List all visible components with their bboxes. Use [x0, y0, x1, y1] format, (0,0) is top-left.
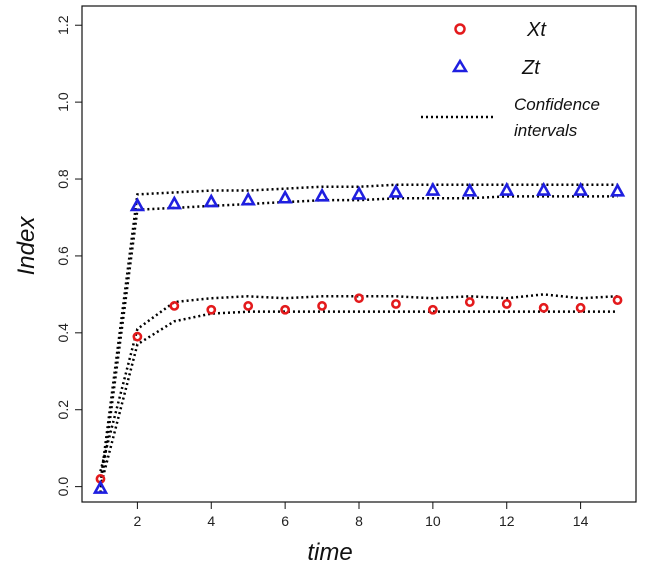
legend: Xt Zt Confidence intervals	[421, 19, 600, 140]
point-zt	[388, 183, 404, 198]
ci-zt-upper-line	[99, 183, 618, 483]
point-xt	[575, 302, 586, 313]
point-xt	[464, 297, 475, 307]
point-zt	[166, 195, 183, 210]
legend-ci-label-line1: Confidence	[514, 95, 600, 114]
point-xt	[206, 304, 217, 315]
x-tick-label: 10	[425, 513, 441, 529]
ci-zt-lower-line	[99, 195, 618, 493]
point-zt	[92, 479, 109, 494]
x-tick-label: 2	[134, 513, 142, 529]
point-zt	[314, 187, 330, 202]
point-xt	[538, 302, 549, 313]
y-tick-label: 0.6	[55, 246, 71, 266]
x-tick-label: 8	[355, 513, 363, 529]
point-zt	[425, 181, 441, 196]
point-zt	[572, 181, 589, 196]
point-zt	[609, 182, 626, 197]
point-xt	[243, 301, 254, 311]
y-tick-label: 0.0	[55, 477, 71, 497]
point-xt	[391, 299, 401, 309]
y-tick-label: 1.2	[55, 15, 71, 35]
point-xt	[612, 295, 623, 306]
ci-xt-lower-line	[99, 310, 618, 487]
y-tick-label: 0.2	[55, 400, 71, 420]
point-xt	[132, 331, 143, 342]
point-zt	[462, 182, 478, 197]
point-zt	[499, 181, 515, 196]
legend-ci-label-line2: intervals	[514, 121, 578, 140]
x-tick-label: 12	[499, 513, 515, 529]
point-xt	[280, 304, 291, 315]
marker-layer	[92, 181, 626, 494]
x-axis: 2 4 6 8 10 12 14	[134, 502, 589, 529]
legend-zt-marker	[451, 58, 469, 73]
point-xt	[169, 301, 180, 311]
ci-xt-upper-line	[99, 293, 618, 472]
y-tick-label: 0.4	[55, 323, 71, 343]
point-xt	[354, 293, 364, 304]
y-axis-title: Index	[13, 216, 40, 276]
point-xt	[501, 299, 512, 309]
point-xt	[427, 304, 438, 315]
x-tick-label: 4	[207, 513, 215, 529]
point-zt	[277, 189, 293, 204]
legend-xt-marker	[454, 23, 466, 35]
y-axis: 0.0 0.2 0.4 0.6 0.8 1.0 1.2	[55, 15, 82, 496]
point-xt	[317, 301, 327, 311]
y-tick-label: 1.0	[55, 92, 71, 112]
point-zt	[203, 193, 219, 208]
legend-zt-label: Zt	[521, 57, 541, 79]
point-zt	[240, 191, 256, 206]
x-axis-title: time	[307, 539, 352, 566]
y-tick-label: 0.8	[55, 169, 71, 189]
x-tick-label: 14	[573, 513, 589, 529]
confidence-interval-layer	[99, 183, 618, 493]
plot-frame	[81, 5, 637, 503]
x-tick-label: 6	[281, 513, 289, 529]
point-zt	[351, 185, 367, 200]
legend-xt-label: Xt	[526, 19, 547, 41]
point-zt	[129, 197, 146, 212]
point-zt	[535, 181, 552, 196]
